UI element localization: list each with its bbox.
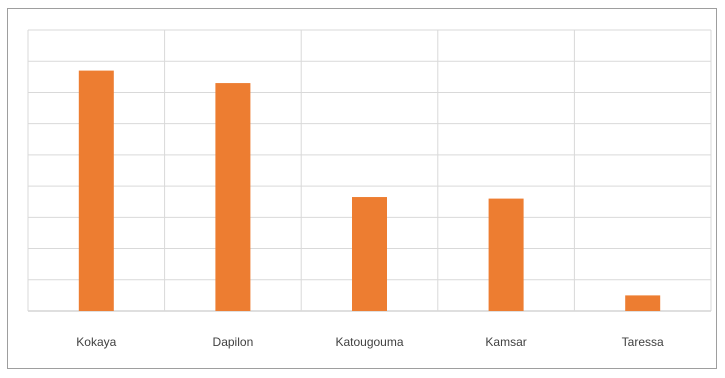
gridlines (27, 29, 712, 312)
bar-katougouma (352, 197, 387, 311)
bar-taressa (625, 295, 661, 311)
bar-kokaya (78, 70, 114, 311)
x-tick-label: Kamsar (485, 335, 526, 349)
bars (78, 70, 661, 311)
x-tick-label: Kokaya (76, 335, 116, 349)
x-tick-label: Katougouma (335, 335, 403, 349)
bar-kamsar (488, 198, 524, 311)
x-tick-label: Taressa (622, 335, 664, 349)
category-labels: Kokaya Dapilon Katougouma Kamsar Taressa (76, 335, 664, 349)
x-tick-label: Dapilon (213, 335, 254, 349)
bar-dapilon (215, 83, 251, 311)
